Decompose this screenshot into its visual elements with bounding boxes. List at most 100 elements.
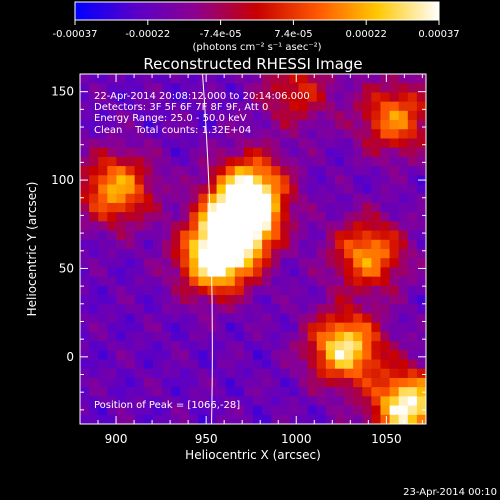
heatmap-pixel <box>125 368 136 379</box>
heatmap-pixel <box>325 322 336 333</box>
heatmap-pixel <box>289 377 300 388</box>
heatmap-pixel <box>225 129 236 140</box>
heatmap-pixel <box>171 120 181 130</box>
heatmap-pixel <box>398 322 409 333</box>
heatmap-pixel <box>161 368 172 379</box>
heatmap-pixel <box>389 258 400 269</box>
heatmap-pixel <box>398 138 409 149</box>
heatmap-pixel <box>280 202 291 213</box>
heatmap-pixel <box>80 258 90 269</box>
heatmap-pixel <box>180 350 190 361</box>
heatmap-pixel <box>89 129 99 140</box>
heatmap-pixel <box>362 249 372 259</box>
heatmap-pixel <box>89 175 99 186</box>
heatmap-pixel <box>171 368 181 379</box>
heatmap-pixel <box>407 166 418 176</box>
heatmap-pixel <box>371 138 382 149</box>
heatmap-pixel <box>271 396 281 407</box>
heatmap-pixel <box>161 396 172 407</box>
annotation-clean-counts: Clean Total counts: 1.32E+04 <box>94 125 251 136</box>
heatmap-pixel <box>271 120 281 130</box>
heatmap-pixel <box>298 156 309 167</box>
heatmap-pixel <box>362 387 372 397</box>
heatmap-pixel <box>143 377 154 388</box>
heatmap-pixel <box>125 405 136 416</box>
heatmap-pixel <box>143 193 154 204</box>
heatmap-pixel <box>125 138 136 149</box>
heatmap-pixel <box>334 129 345 140</box>
heatmap-pixel <box>98 202 108 213</box>
heatmap-pixel <box>180 331 190 342</box>
heatmap-pixel <box>280 341 291 351</box>
heatmap-pixel <box>116 350 127 361</box>
heatmap-pixel <box>243 110 254 121</box>
heatmap-pixel <box>389 322 400 333</box>
heatmap-pixel <box>161 129 172 140</box>
heatmap-pixel <box>362 276 372 287</box>
heatmap-pixel <box>380 156 391 167</box>
heatmap-pixel <box>389 120 400 130</box>
heatmap-pixel <box>325 285 336 296</box>
heatmap-pixel <box>262 83 272 94</box>
heatmap-pixel <box>171 202 181 213</box>
heatmap-pixel <box>325 74 336 84</box>
heatmap-pixel <box>107 396 118 407</box>
heatmap-pixel <box>316 156 327 167</box>
heatmap-pixel <box>316 313 327 324</box>
heatmap-pixel <box>125 239 136 250</box>
heatmap-pixel <box>344 405 354 416</box>
heatmap-pixel <box>253 101 263 112</box>
heatmap-pixel <box>334 212 345 222</box>
heatmap-pixel <box>298 83 309 94</box>
heatmap-pixel <box>325 249 336 259</box>
heatmap-pixel <box>98 184 108 195</box>
heatmap-pixel <box>334 313 345 324</box>
heatmap-pixel <box>407 83 418 94</box>
heatmap-pixel <box>316 74 327 84</box>
heatmap-pixel <box>171 295 181 305</box>
heatmap-pixel <box>280 193 291 204</box>
heatmap-pixel <box>325 156 336 167</box>
heatmap-pixel <box>116 202 127 213</box>
heatmap-pixel <box>407 359 418 370</box>
heatmap-pixel <box>325 341 336 351</box>
annotation-energy-range: Energy Range: 25.0 - 50.0 keV <box>94 113 247 124</box>
heatmap-pixel <box>125 295 136 305</box>
heatmap-pixel <box>253 405 263 416</box>
heatmap-pixel <box>371 175 382 186</box>
heatmap-pixel <box>161 202 172 213</box>
heatmap-pixel <box>180 396 190 407</box>
heatmap-pixel <box>243 221 254 232</box>
heatmap-pixel <box>325 331 336 342</box>
heatmap-pixel <box>362 193 372 204</box>
heatmap-pixel <box>325 166 336 176</box>
heatmap-pixel <box>271 350 281 361</box>
heatmap-pixel <box>407 313 418 324</box>
heatmap-pixel <box>189 267 199 278</box>
heatmap-pixel <box>143 331 154 342</box>
heatmap-pixel <box>107 341 118 351</box>
heatmap-pixel <box>407 249 418 259</box>
heatmap-pixel <box>98 230 108 241</box>
heatmap-pixel <box>89 368 99 379</box>
heatmap-pixel <box>253 175 263 186</box>
heatmap-pixel <box>89 414 99 424</box>
heatmap-pixel <box>389 341 400 351</box>
heatmap-pixel <box>271 331 281 342</box>
heatmap-pixel <box>353 202 363 213</box>
heatmap-pixel <box>152 184 163 195</box>
heatmap-pixel <box>353 212 363 222</box>
heatmap-pixel <box>143 414 154 424</box>
heatmap-pixel <box>334 92 345 103</box>
heatmap-pixel <box>161 193 172 204</box>
heatmap-pixel <box>271 147 281 158</box>
heatmap-pixel <box>98 350 108 361</box>
heatmap-pixel <box>234 166 245 176</box>
heatmap-pixel <box>416 166 426 176</box>
heatmap-pixel <box>116 166 127 176</box>
heatmap-pixel <box>362 202 372 213</box>
heatmap-pixel <box>107 156 118 167</box>
heatmap-pixel <box>416 304 426 315</box>
heatmap-pixel <box>143 92 154 103</box>
heatmap-pixel <box>389 414 400 424</box>
